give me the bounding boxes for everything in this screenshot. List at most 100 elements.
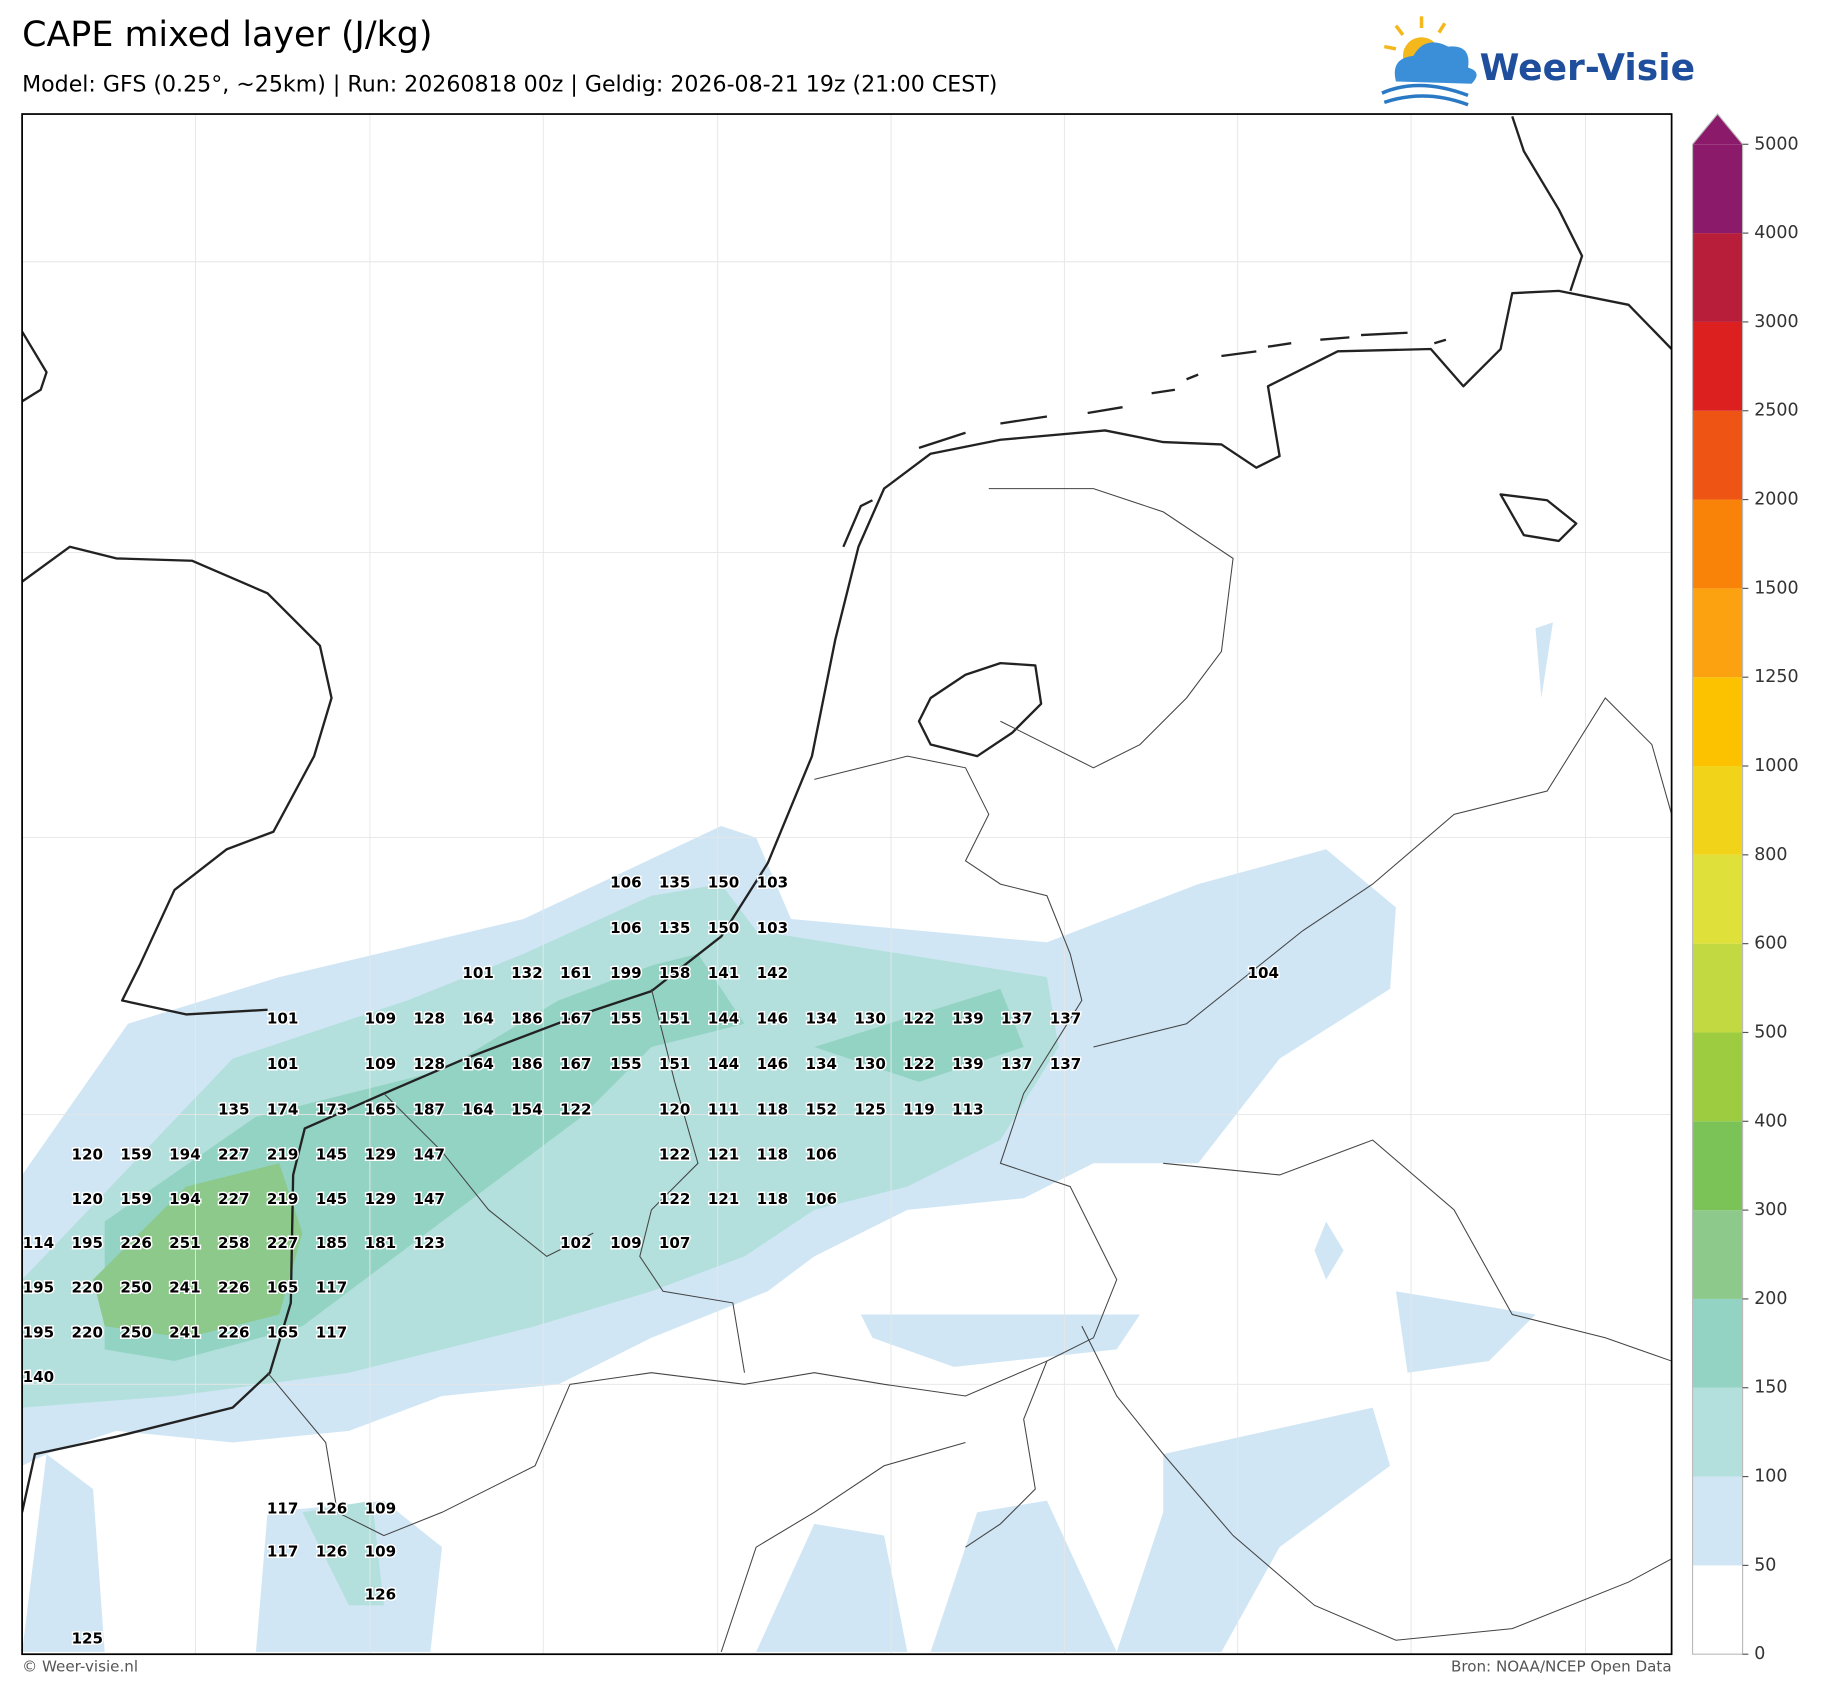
colorbar-band [1692, 1476, 1743, 1566]
cape-value-label: 106 [610, 873, 642, 891]
cape-value-label: 109 [365, 1542, 397, 1560]
cape-value-label: 128 [413, 1010, 445, 1028]
cape-value-label: 126 [316, 1542, 348, 1560]
cape-value-label: 109 [365, 1499, 397, 1517]
cape-value-label: 140 [23, 1368, 55, 1386]
copyright: © Weer-visie.nl [22, 1658, 138, 1676]
colorbar-tick-label: 500 [1754, 1022, 1787, 1042]
colorbar-band [1692, 1121, 1743, 1211]
cape-value-label: 109 [365, 1055, 397, 1073]
cape-value-label: 117 [267, 1499, 299, 1517]
colorbar-tick-label: 1000 [1754, 756, 1798, 776]
cape-value-label: 121 [708, 1146, 740, 1164]
colorbar: 0 50 100 150 200 300 400 500 600 800 1000 1250 1500 2… [1691, 113, 1799, 1664]
cape-value-label: 146 [757, 1010, 789, 1028]
cape-value-label: 118 [757, 1100, 789, 1118]
cape-value-label: 118 [757, 1190, 789, 1208]
cape-value-label: 185 [316, 1234, 348, 1252]
cape-value-label: 106 [610, 919, 642, 937]
colorbar-tick-label: 5000 [1754, 134, 1798, 154]
cape-value-label: 114 [23, 1234, 55, 1252]
cape-value-label: 118 [757, 1146, 789, 1164]
colorbar-band [1692, 321, 1743, 411]
borders [267, 488, 1672, 1653]
cape-value-label: 109 [365, 1010, 397, 1028]
cape-value-label: 227 [218, 1146, 250, 1164]
colorbar-tick-label: 50 [1754, 1555, 1776, 1575]
cape-value-label: 128 [413, 1055, 445, 1073]
logo-cloud [1394, 42, 1477, 84]
cape-value-label: 129 [365, 1146, 397, 1164]
cape-value-label: 227 [267, 1234, 299, 1252]
cape-value-label: 167 [560, 1055, 592, 1073]
cape-value-label: 164 [462, 1010, 494, 1028]
data-source: Bron: NOAA/NCEP Open Data [1451, 1658, 1672, 1676]
cape-value-label: 137 [1050, 1010, 1082, 1028]
cape-value-label: 107 [659, 1234, 691, 1252]
cape-value-label: 132 [511, 964, 543, 982]
colorbar-tick-label: 1250 [1754, 667, 1798, 687]
colorbar-tick-label: 400 [1754, 1111, 1787, 1131]
cape-value-label: 167 [560, 1010, 592, 1028]
colorbar-tick-label: 0 [1754, 1644, 1765, 1664]
cape-value-label: 154 [511, 1100, 543, 1118]
cape-value-label: 151 [659, 1055, 691, 1073]
cape-value-label: 144 [708, 1010, 740, 1028]
colorbar-tick-label: 200 [1754, 1289, 1787, 1309]
cape-value-label: 126 [365, 1585, 397, 1603]
cape-value-label: 122 [659, 1146, 691, 1164]
colorbar-tick-label: 600 [1754, 934, 1787, 954]
cape-value-label: 135 [218, 1100, 250, 1118]
cape-value-label: 137 [1001, 1010, 1033, 1028]
colorbar-band [1692, 766, 1743, 855]
cape-value-label: 130 [854, 1010, 886, 1028]
colorbar-outline [1691, 113, 1744, 1655]
value-labels: 106 135 150 103 106 135 150 103 101 132 161 199 158 1… [22, 872, 1280, 1649]
cape-value-label: 101 [267, 1010, 299, 1028]
cape-value-label: 250 [120, 1278, 152, 1296]
cape-value-label: 135 [659, 873, 691, 891]
colorbar-tick-label: 1500 [1754, 578, 1798, 598]
cape-value-label: 159 [120, 1146, 152, 1164]
cape-value-label: 103 [757, 873, 789, 891]
cape-value-label: 134 [805, 1010, 837, 1028]
colorbar-band [1692, 588, 1743, 678]
cape-value-label: 226 [120, 1234, 152, 1252]
cape-value-label: 125 [854, 1100, 886, 1118]
colorbar-band [1692, 943, 1743, 1033]
cape-value-label: 137 [1050, 1055, 1082, 1073]
colorbar-tick-label: 300 [1754, 1200, 1787, 1220]
cape-value-label: 106 [805, 1146, 837, 1164]
cape-value-label: 139 [952, 1055, 984, 1073]
cape-value-label: 226 [218, 1324, 250, 1342]
cape-value-label: 195 [71, 1234, 103, 1252]
cape-value-label: 219 [267, 1146, 299, 1164]
cape-value-label: 101 [462, 964, 494, 982]
cape-value-label: 186 [511, 1055, 543, 1073]
map-frame [21, 113, 1673, 1656]
cape-value-label: 102 [560, 1234, 592, 1252]
colorbar-band [1692, 854, 1743, 944]
cape-value-label: 173 [316, 1100, 348, 1118]
cape-value-label: 117 [316, 1324, 348, 1342]
colorbar-band [1692, 1032, 1743, 1122]
cape-value-label: 155 [610, 1010, 642, 1028]
cape-value-label: 137 [1001, 1055, 1033, 1073]
cape-value-label: 241 [169, 1324, 201, 1342]
cape-value-label: 130 [854, 1055, 886, 1073]
cape-value-label: 227 [218, 1190, 250, 1208]
colorbar-band [1692, 410, 1743, 500]
cape-value-label: 159 [120, 1190, 152, 1208]
map-title: CAPE mixed layer (J/kg) [22, 15, 432, 55]
cape-value-label: 121 [708, 1190, 740, 1208]
colorbar-extend-arrow [1692, 114, 1743, 145]
cape-value-label: 144 [708, 1055, 740, 1073]
cape-value-label: 123 [413, 1234, 445, 1252]
cape-value-label: 195 [23, 1324, 55, 1342]
cape-value-label: 113 [952, 1100, 984, 1118]
cape-value-label: 120 [71, 1190, 103, 1208]
cape-value-label: 226 [218, 1278, 250, 1296]
colorbar-band [1692, 1210, 1743, 1299]
cape-value-label: 146 [757, 1055, 789, 1073]
